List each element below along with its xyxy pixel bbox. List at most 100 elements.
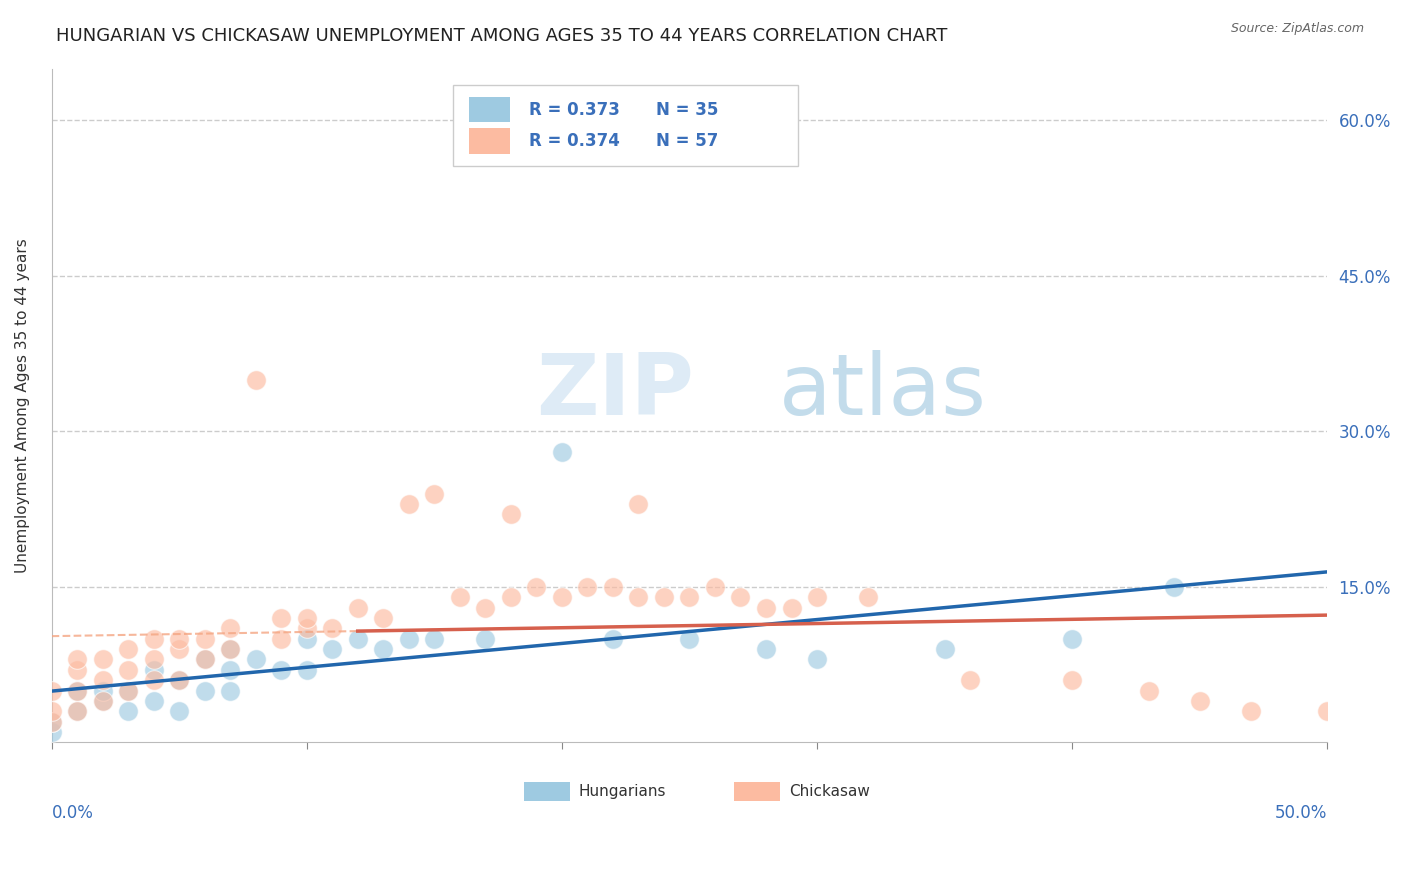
Point — [373, 611, 395, 625]
Point — [934, 642, 956, 657]
Text: Hungarians: Hungarians — [578, 784, 666, 799]
Point — [499, 508, 522, 522]
Point — [449, 591, 471, 605]
Point — [730, 591, 752, 605]
Point — [1188, 694, 1211, 708]
Point — [755, 642, 778, 657]
Point — [398, 497, 420, 511]
Point — [219, 683, 242, 698]
Text: Source: ZipAtlas.com: Source: ZipAtlas.com — [1230, 22, 1364, 36]
Point — [91, 673, 114, 688]
Text: 50.0%: 50.0% — [1275, 804, 1327, 822]
Y-axis label: Unemployment Among Ages 35 to 44 years: Unemployment Among Ages 35 to 44 years — [15, 238, 30, 573]
Text: 0.0%: 0.0% — [52, 804, 93, 822]
Point — [91, 652, 114, 666]
Point — [295, 632, 318, 646]
Point — [704, 580, 727, 594]
Point — [194, 652, 217, 666]
Point — [321, 642, 343, 657]
Point — [423, 486, 446, 500]
Point — [66, 704, 89, 718]
Bar — [523, 782, 569, 801]
Point — [66, 704, 89, 718]
Point — [142, 663, 165, 677]
Point — [142, 694, 165, 708]
Point — [346, 632, 368, 646]
Point — [167, 673, 190, 688]
Point — [499, 591, 522, 605]
Bar — [468, 128, 509, 154]
Point — [959, 673, 981, 688]
Point — [41, 704, 63, 718]
Point — [142, 673, 165, 688]
Text: Chickasaw: Chickasaw — [789, 784, 870, 799]
Text: ZIP: ZIP — [536, 351, 695, 434]
Point — [41, 714, 63, 729]
Point — [194, 632, 217, 646]
Point — [41, 714, 63, 729]
Point — [1163, 580, 1185, 594]
Point — [1062, 673, 1084, 688]
Point — [652, 591, 675, 605]
Point — [219, 642, 242, 657]
Text: HUNGARIAN VS CHICKASAW UNEMPLOYMENT AMONG AGES 35 TO 44 YEARS CORRELATION CHART: HUNGARIAN VS CHICKASAW UNEMPLOYMENT AMON… — [56, 27, 948, 45]
Point — [194, 652, 217, 666]
Point — [270, 663, 292, 677]
Point — [117, 683, 139, 698]
Point — [551, 591, 574, 605]
Point — [245, 652, 267, 666]
Point — [524, 580, 547, 594]
Point — [627, 497, 650, 511]
Text: atlas: atlas — [779, 351, 987, 434]
Text: R = 0.374: R = 0.374 — [529, 132, 620, 150]
Point — [167, 632, 190, 646]
Point — [755, 600, 778, 615]
Bar — [468, 97, 509, 122]
Point — [117, 683, 139, 698]
Point — [41, 725, 63, 739]
Point — [245, 372, 267, 386]
Point — [602, 580, 624, 594]
Point — [780, 600, 803, 615]
Point — [167, 673, 190, 688]
Point — [295, 611, 318, 625]
Point — [219, 621, 242, 635]
Point — [41, 683, 63, 698]
Point — [142, 632, 165, 646]
Point — [627, 591, 650, 605]
Point — [806, 652, 828, 666]
Point — [194, 683, 217, 698]
Point — [576, 580, 599, 594]
Point — [91, 683, 114, 698]
Point — [346, 600, 368, 615]
Point — [219, 642, 242, 657]
Point — [66, 683, 89, 698]
Point — [423, 632, 446, 646]
Point — [270, 611, 292, 625]
Point — [91, 694, 114, 708]
Text: R = 0.373: R = 0.373 — [529, 101, 620, 119]
FancyBboxPatch shape — [453, 86, 799, 166]
Point — [66, 652, 89, 666]
Point — [219, 663, 242, 677]
Point — [91, 694, 114, 708]
Point — [142, 652, 165, 666]
Point — [117, 642, 139, 657]
Point — [1316, 704, 1339, 718]
Point — [373, 642, 395, 657]
Point — [117, 663, 139, 677]
Point — [66, 683, 89, 698]
Point — [602, 632, 624, 646]
Point — [66, 663, 89, 677]
Point — [270, 632, 292, 646]
Point — [474, 632, 496, 646]
Point — [167, 642, 190, 657]
Point — [551, 445, 574, 459]
Point — [1240, 704, 1263, 718]
Point — [321, 621, 343, 635]
Bar — [734, 782, 780, 801]
Point — [678, 591, 700, 605]
Point — [295, 621, 318, 635]
Text: N = 57: N = 57 — [657, 132, 718, 150]
Point — [856, 591, 879, 605]
